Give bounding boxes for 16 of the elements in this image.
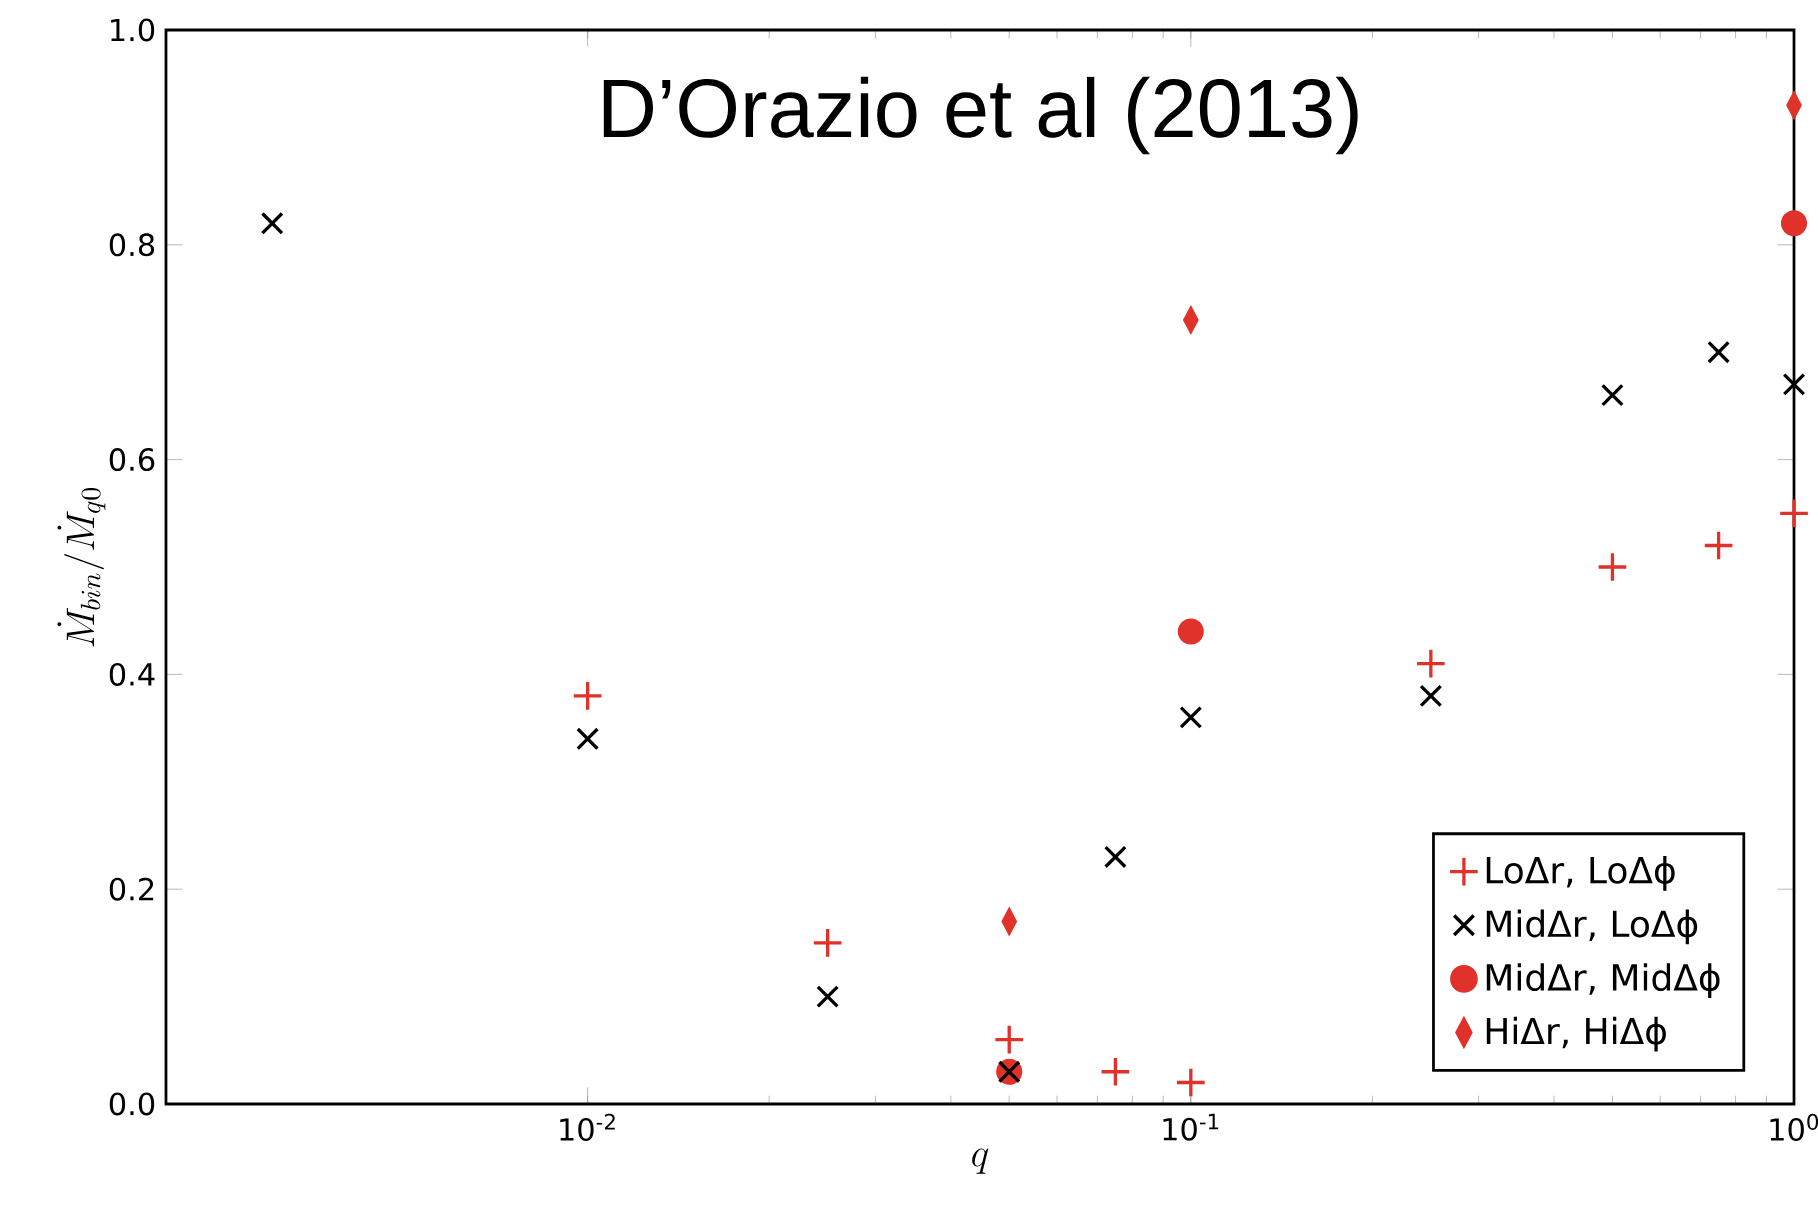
legend-label: MidΔr, LoΔϕ [1486,909,1698,945]
y-tick-label: 0.8 [109,233,155,257]
y-tick-label: 0.6 [109,448,155,472]
x-tick-label: 10$^{-1}$ [1163,1113,1219,1141]
legend-label: HiΔr, HiΔϕ [1486,1016,1666,1052]
x-tick-label: 10$^{0}$ [1770,1113,1818,1142]
legend-label: MidΔr, MidΔϕ [1486,963,1720,998]
x-tick-label: 10$^{-2}$ [560,1113,615,1142]
text: D’Orazio et al (2013) [603,76,1358,155]
y-axis-title: $\dot{M}_{bin}/\dot{M}_{q0}$ [57,488,106,647]
y-tick-label: 0.4 [109,662,155,686]
y-tick-label: 0.0 [109,1092,155,1116]
y-tick-label: 1.0 [111,18,155,42]
y-tick-label: 0.2 [109,877,154,901]
x-axis-title: $q$ [972,1148,989,1174]
legend-label: LoΔr, LoΔϕ [1486,855,1675,891]
